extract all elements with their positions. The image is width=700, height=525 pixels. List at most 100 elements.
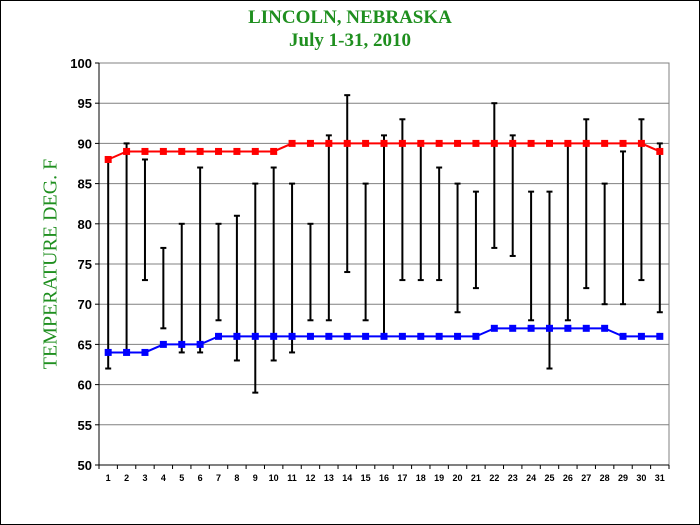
x-tick-label: 17 bbox=[397, 473, 407, 483]
series-point bbox=[141, 348, 149, 356]
x-tick-label: 8 bbox=[234, 473, 239, 483]
series-point bbox=[564, 324, 572, 332]
y-tick-label: 95 bbox=[78, 96, 92, 111]
y-tick-label: 75 bbox=[78, 257, 92, 272]
y-tick-label: 100 bbox=[70, 56, 92, 71]
x-tick-label: 5 bbox=[179, 473, 184, 483]
series-point bbox=[545, 324, 553, 332]
series-point bbox=[380, 332, 388, 340]
series-point bbox=[362, 139, 370, 147]
x-tick-label: 18 bbox=[416, 473, 426, 483]
x-tick-label: 28 bbox=[600, 473, 610, 483]
x-tick-label: 19 bbox=[434, 473, 444, 483]
series-point bbox=[656, 332, 664, 340]
y-tick-label: 85 bbox=[78, 177, 92, 192]
series-point bbox=[490, 324, 498, 332]
series-point bbox=[527, 324, 535, 332]
x-tick-label: 23 bbox=[508, 473, 518, 483]
series-point bbox=[270, 147, 278, 155]
x-tick-label: 30 bbox=[636, 473, 646, 483]
x-tick-label: 15 bbox=[361, 473, 371, 483]
series-point bbox=[215, 147, 223, 155]
x-tick-label: 9 bbox=[253, 473, 258, 483]
x-tick-label: 20 bbox=[453, 473, 463, 483]
series-point bbox=[527, 139, 535, 147]
series-point bbox=[582, 139, 590, 147]
series-point bbox=[325, 332, 333, 340]
series-point bbox=[123, 348, 131, 356]
series-point bbox=[306, 332, 314, 340]
y-tick-label: 70 bbox=[78, 297, 92, 312]
x-tick-label: 11 bbox=[287, 473, 297, 483]
series-point bbox=[123, 147, 131, 155]
series-point bbox=[637, 139, 645, 147]
series-point bbox=[564, 139, 572, 147]
series-point bbox=[159, 340, 167, 348]
series-point bbox=[215, 332, 223, 340]
series-point bbox=[545, 139, 553, 147]
y-tick-label: 60 bbox=[78, 378, 92, 393]
series-point bbox=[362, 332, 370, 340]
series-point bbox=[343, 332, 351, 340]
y-tick-label: 90 bbox=[78, 136, 92, 151]
series-point bbox=[343, 139, 351, 147]
series-point bbox=[104, 155, 112, 163]
series-point bbox=[104, 348, 112, 356]
series-point bbox=[251, 332, 259, 340]
x-tick-label: 1 bbox=[106, 473, 111, 483]
series-point bbox=[398, 332, 406, 340]
chart-subtitle: July 1-31, 2010 bbox=[289, 30, 411, 51]
y-tick-label: 55 bbox=[78, 418, 92, 433]
y-tick-label: 65 bbox=[78, 337, 92, 352]
x-tick-label: 22 bbox=[489, 473, 499, 483]
x-tick-label: 4 bbox=[161, 473, 166, 483]
chart-title: LINCOLN, NEBRASKA bbox=[248, 7, 452, 28]
series-point bbox=[233, 147, 241, 155]
series-point bbox=[325, 139, 333, 147]
series-point bbox=[251, 147, 259, 155]
series-point bbox=[270, 332, 278, 340]
series-point bbox=[288, 332, 296, 340]
series-point bbox=[233, 332, 241, 340]
series-point bbox=[178, 340, 186, 348]
series-point bbox=[656, 147, 664, 155]
series-point bbox=[619, 332, 627, 340]
series-point bbox=[380, 139, 388, 147]
x-tick-label: 3 bbox=[142, 473, 147, 483]
x-tick-label: 6 bbox=[198, 473, 203, 483]
x-tick-label: 27 bbox=[581, 473, 591, 483]
series-point bbox=[417, 332, 425, 340]
series-point bbox=[435, 139, 443, 147]
series-point bbox=[141, 147, 149, 155]
series-point bbox=[159, 147, 167, 155]
x-tick-label: 2 bbox=[124, 473, 129, 483]
series-point bbox=[619, 139, 627, 147]
series-point bbox=[288, 139, 296, 147]
x-tick-label: 12 bbox=[305, 473, 315, 483]
series-point bbox=[472, 332, 480, 340]
x-tick-label: 7 bbox=[216, 473, 221, 483]
x-tick-label: 14 bbox=[342, 473, 352, 483]
x-tick-label: 24 bbox=[526, 473, 536, 483]
series-point bbox=[472, 139, 480, 147]
series-point bbox=[398, 139, 406, 147]
series-point bbox=[196, 147, 204, 155]
x-tick-label: 29 bbox=[618, 473, 628, 483]
x-tick-label: 26 bbox=[563, 473, 573, 483]
x-tick-label: 31 bbox=[655, 473, 665, 483]
y-tick-label: 80 bbox=[78, 217, 92, 232]
series-point bbox=[435, 332, 443, 340]
x-tick-label: 10 bbox=[269, 473, 279, 483]
series-point bbox=[582, 324, 590, 332]
series-point bbox=[509, 139, 517, 147]
series-point bbox=[637, 332, 645, 340]
series-point bbox=[306, 139, 314, 147]
series-point bbox=[509, 324, 517, 332]
series-point bbox=[454, 332, 462, 340]
series-point bbox=[601, 324, 609, 332]
series-point bbox=[454, 139, 462, 147]
series-point bbox=[601, 139, 609, 147]
x-tick-label: 13 bbox=[324, 473, 334, 483]
series-point bbox=[490, 139, 498, 147]
